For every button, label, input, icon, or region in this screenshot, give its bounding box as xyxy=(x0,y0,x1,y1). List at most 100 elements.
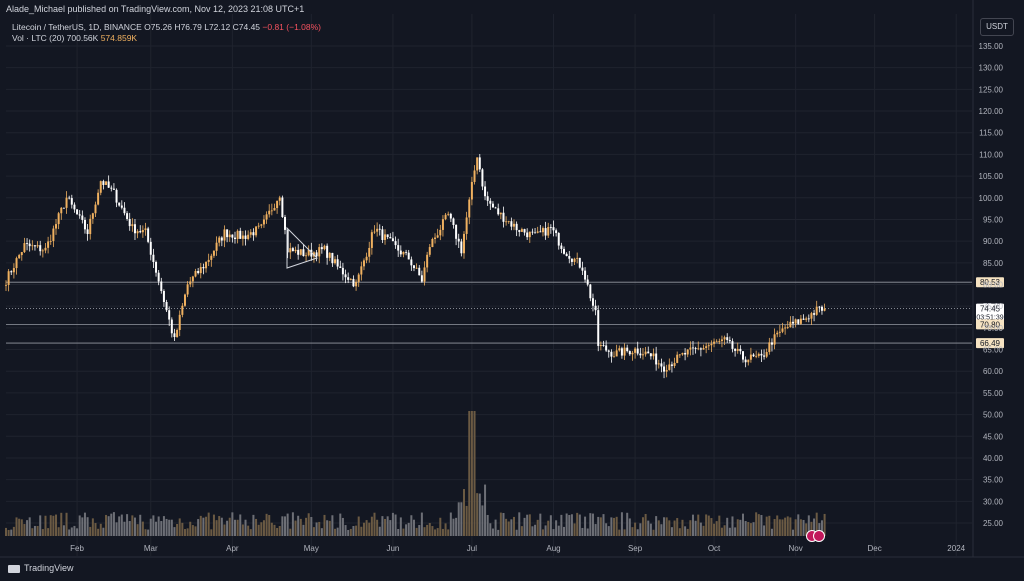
candle xyxy=(552,227,555,231)
candle xyxy=(349,278,352,280)
candle xyxy=(549,227,552,228)
volume-bar xyxy=(268,515,271,536)
volume-bar xyxy=(323,514,326,536)
candle xyxy=(436,235,439,238)
volume-bar xyxy=(676,518,679,536)
candle xyxy=(83,219,86,230)
price-tick-label: 115.00 xyxy=(979,129,1003,138)
candle xyxy=(233,237,236,239)
volume-bar xyxy=(789,517,792,536)
volume-bar xyxy=(710,518,713,536)
candle xyxy=(710,343,713,346)
candle xyxy=(247,234,250,239)
candle xyxy=(568,256,571,259)
candle xyxy=(778,331,781,333)
volume-bar xyxy=(144,529,147,536)
price-tick-label: 60.00 xyxy=(983,367,1004,376)
candle xyxy=(189,281,192,285)
candle xyxy=(452,218,455,226)
candle xyxy=(555,230,558,234)
volume-bar xyxy=(484,484,487,536)
price-tick-label: 70.00 xyxy=(983,324,1004,333)
candle xyxy=(249,232,252,235)
volume-bar xyxy=(255,518,258,536)
candle xyxy=(284,216,287,230)
candle xyxy=(776,332,779,335)
candle xyxy=(65,197,68,208)
candle xyxy=(162,291,165,302)
volume-bar xyxy=(428,522,431,536)
candle xyxy=(381,229,384,240)
candle xyxy=(489,200,492,204)
candle xyxy=(126,213,129,219)
volume-bar xyxy=(189,521,192,536)
time-axis[interactable]: Feb Mar Apr May Jun Jul Aug Sep Oct Nov Dec 2024 xyxy=(70,544,965,553)
volume-bar xyxy=(510,519,513,536)
volume-bar xyxy=(394,514,397,536)
volume-bar xyxy=(7,529,10,536)
candle xyxy=(515,223,518,231)
price-axis[interactable]: 135.00 130.00 125.00 120.00 115.00 110.00 105.… xyxy=(979,42,1004,528)
volume-bar xyxy=(12,526,15,536)
candle xyxy=(423,267,426,282)
volume-bar xyxy=(83,512,86,536)
level-label: 74.45 xyxy=(980,305,1001,314)
candle xyxy=(194,271,197,277)
candle xyxy=(357,274,360,282)
volume-label[interactable]: Vol · LTC (20) xyxy=(12,33,65,43)
candle xyxy=(39,245,42,252)
low-value: 72.12 xyxy=(208,22,231,32)
volume-bar xyxy=(497,529,500,536)
candle xyxy=(765,352,768,357)
candle xyxy=(302,249,305,257)
time-tick-label: Mar xyxy=(144,544,158,553)
candle xyxy=(665,369,668,372)
currency-button[interactable]: USDT xyxy=(980,18,1014,36)
volume-bar xyxy=(705,514,708,536)
symbol-name[interactable]: Litecoin / TetherUS, 1D, BINANCE xyxy=(12,22,142,32)
candle xyxy=(47,241,50,248)
candle xyxy=(226,229,229,238)
candle xyxy=(370,232,373,248)
volume-bar xyxy=(489,523,492,536)
candle xyxy=(670,364,673,366)
volume-bar xyxy=(202,517,205,536)
candle xyxy=(494,207,497,209)
volume-bar xyxy=(131,515,134,536)
price-tick-label: 130.00 xyxy=(979,64,1004,73)
volume-bar xyxy=(133,517,136,536)
candle xyxy=(505,221,508,223)
candle xyxy=(668,364,671,370)
volume-bar xyxy=(262,520,265,536)
volume-bar xyxy=(252,514,255,536)
volume-bar xyxy=(720,527,723,536)
price-tick-label: 55.00 xyxy=(983,389,1004,398)
candle xyxy=(468,199,471,218)
candle xyxy=(615,350,618,357)
candle xyxy=(802,318,805,320)
candle xyxy=(362,260,365,267)
volume-bar xyxy=(449,512,452,536)
candle xyxy=(513,223,516,227)
candle xyxy=(481,169,484,187)
candle xyxy=(686,349,689,355)
volume-bar xyxy=(284,516,287,536)
alert-badge[interactable] xyxy=(806,530,825,542)
candle xyxy=(89,218,92,235)
volume-bar xyxy=(352,526,355,536)
volume-bar xyxy=(247,525,250,536)
volume-bar xyxy=(820,520,823,536)
candle xyxy=(699,348,702,350)
volume-bar xyxy=(57,527,60,536)
candle xyxy=(705,346,708,349)
volume-bar xyxy=(792,529,795,536)
volume-bar xyxy=(786,516,789,536)
candle xyxy=(594,305,597,311)
candle xyxy=(81,215,84,220)
volume-bar xyxy=(536,519,539,536)
volume-bar xyxy=(176,523,179,536)
level-label: 70.80 xyxy=(980,320,1001,329)
candle xyxy=(576,257,579,259)
volume-bar xyxy=(636,529,639,536)
